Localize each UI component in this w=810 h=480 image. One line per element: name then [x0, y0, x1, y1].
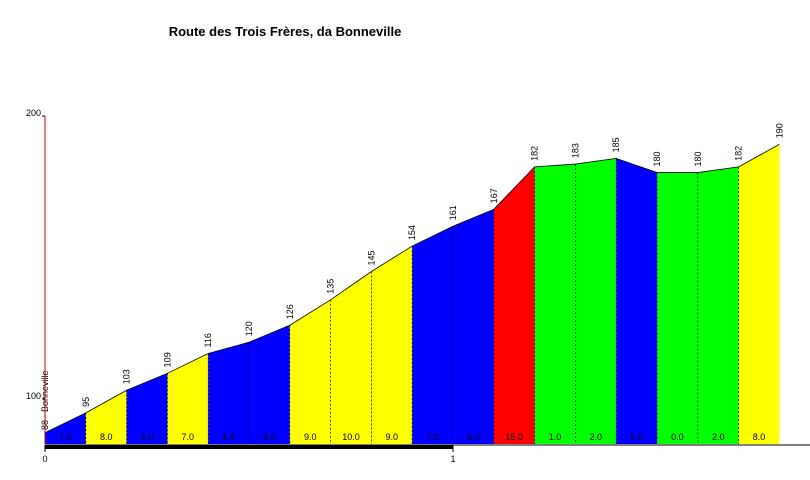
gradient-label: 0.0	[671, 432, 684, 442]
gradient-label: 6.0	[141, 432, 154, 442]
gradient-label: 2.0	[590, 432, 603, 442]
gradient-label: 6.0	[263, 432, 276, 442]
elevation-label: 135	[326, 279, 336, 294]
profile-segment	[616, 158, 657, 444]
gradient-label: 7.0	[59, 432, 72, 442]
elevation-label: 95	[81, 397, 91, 407]
elevation-label: 190	[774, 123, 784, 138]
gradient-label: 4.0	[222, 432, 235, 442]
elevation-label: 145	[366, 250, 376, 265]
profile-segment	[493, 166, 535, 444]
profile-segment	[657, 172, 698, 444]
profile-segment	[249, 325, 290, 444]
elevation-label: 116	[203, 333, 213, 347]
elevation-label: 167	[489, 188, 499, 203]
gradient-label: 15.0	[505, 432, 523, 442]
gradient-label: 10.0	[342, 432, 360, 442]
gradient-label: 9.0	[304, 432, 317, 442]
elevation-label: 103	[122, 369, 132, 384]
x-tick-label: 0	[42, 454, 47, 464]
gradient-label: 7.0	[426, 432, 439, 442]
profile-segment	[738, 144, 780, 444]
profile-segment	[45, 412, 86, 444]
profile-segment	[85, 390, 127, 444]
elevation-label: 161	[448, 205, 458, 220]
profile-line	[44, 143, 780, 434]
gradient-label: 9.0	[386, 432, 399, 442]
elevation-label: 182	[530, 146, 540, 161]
profile-segment	[289, 299, 331, 444]
scale-bar	[45, 445, 453, 449]
elevation-label: 109	[162, 352, 172, 367]
profile-segment	[208, 342, 249, 444]
profile-segment	[371, 246, 413, 444]
chart-title: Route des Trois Frères, da Bonneville	[169, 24, 402, 39]
gradient-label: 5.0	[630, 432, 643, 442]
gradient-label: 2.0	[712, 432, 725, 442]
profile-segment	[697, 166, 739, 444]
profile-segment	[453, 209, 494, 444]
gradient-label: 1.0	[549, 432, 562, 442]
profile-segment	[167, 353, 209, 444]
profile-segment	[575, 158, 617, 444]
elevation-label: 183	[570, 143, 580, 158]
elevation-label: 120	[244, 321, 254, 336]
y-tick-label: 100	[26, 391, 41, 401]
elevation-label: 180	[693, 152, 703, 167]
profile-segment	[126, 373, 168, 444]
gradient-label: 7.0	[182, 432, 195, 442]
elevation-label: 185	[611, 137, 621, 152]
gradient-label: 8.0	[753, 432, 766, 442]
x-tick-label: 1	[450, 454, 455, 464]
gradient-label: 6.0	[467, 432, 480, 442]
y-tick-label: 200	[26, 108, 41, 118]
profile-segment	[330, 271, 372, 444]
elevation-label: 154	[407, 225, 417, 240]
elevation-label: 182	[734, 146, 744, 161]
gradient-label: 8.0	[100, 432, 113, 442]
elevation-label: 180	[652, 152, 662, 167]
profile-segment	[534, 164, 576, 444]
profile-segment	[412, 226, 453, 444]
elevation-label: 126	[285, 304, 295, 319]
